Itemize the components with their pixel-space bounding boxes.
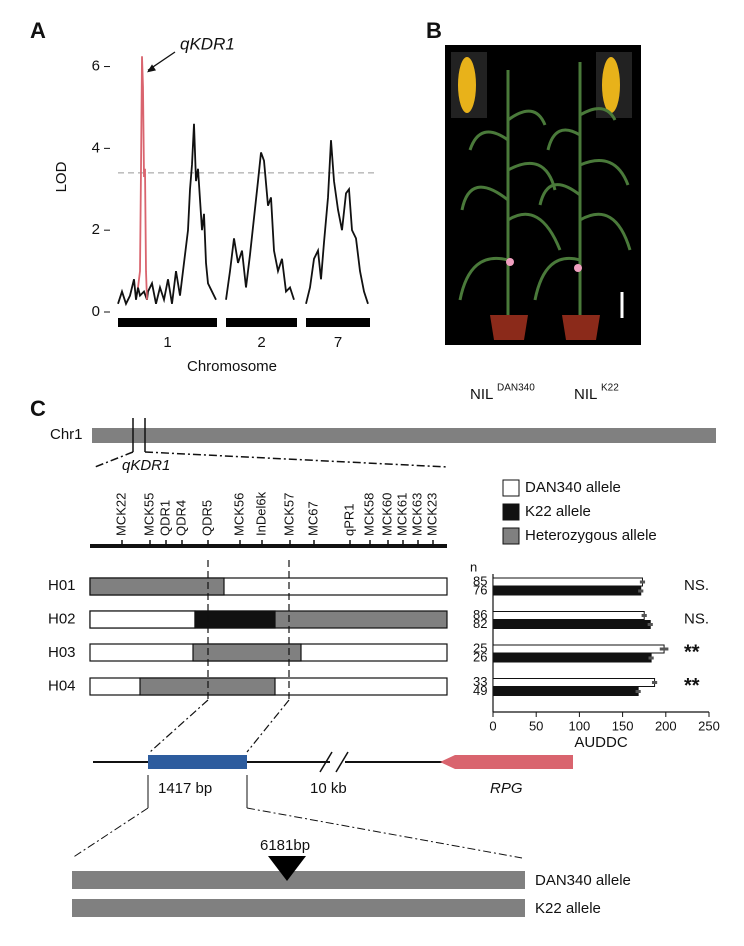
plant-photo [445, 45, 641, 345]
significance: ** [684, 641, 700, 663]
legend-swatch [502, 503, 520, 521]
nil-superscript: DAN340 [497, 383, 535, 394]
chromosome-label: Chr1 [50, 426, 83, 443]
y-tick-label: 6 [92, 58, 100, 75]
nil-label: NIL [574, 386, 597, 403]
bar [492, 577, 643, 587]
marker-label: MCK61 [394, 493, 409, 536]
marker-label: qPR1 [341, 503, 356, 536]
arrow-head [147, 64, 156, 73]
legend-swatch [502, 479, 520, 497]
n-value: 86 [473, 607, 487, 622]
lod-trace [137, 56, 148, 300]
chromosome-bar [92, 428, 716, 443]
n-value: 76 [473, 582, 487, 597]
marker-label: MCK63 [409, 493, 424, 536]
x-tick-label: 200 [655, 718, 677, 733]
chromosome-label: 2 [257, 334, 265, 351]
x-tick-label: 250 [698, 718, 720, 733]
chromosome-label: 1 [163, 334, 171, 351]
legend-swatch [502, 527, 520, 545]
legend-label: K22 allele [525, 503, 591, 520]
y-tick-label: 4 [92, 139, 100, 156]
chromosome-label: 7 [334, 334, 342, 351]
allele-label: K22 allele [535, 900, 601, 917]
x-tick-label: 0 [489, 718, 496, 733]
bar [492, 653, 652, 663]
panel-label: C [30, 396, 46, 421]
marker-label: MCK55 [141, 493, 156, 536]
marker-label: MCK56 [231, 493, 246, 536]
marker-label: MCK58 [361, 493, 376, 536]
chromosome-segment [226, 318, 297, 327]
n-label: n [470, 559, 477, 574]
marker-label: QDR4 [173, 500, 188, 536]
n-value: 49 [473, 683, 487, 698]
x-axis-label: AUDDC [574, 734, 628, 751]
panel-label: B [426, 18, 442, 43]
marker-label: QDR1 [157, 500, 172, 536]
n-value: 25 [473, 640, 487, 655]
n-value: 26 [473, 649, 487, 664]
x-tick-label: 100 [569, 718, 591, 733]
y-tick-label: 0 [92, 303, 100, 320]
x-tick-label: 50 [529, 718, 543, 733]
bar [492, 644, 665, 654]
locus-label: qKDR1 [122, 457, 170, 474]
x-tick-label: 150 [612, 718, 634, 733]
chromosome-segment [118, 318, 217, 327]
peak-label: qKDR1 [180, 34, 235, 53]
marker-label: MCK57 [281, 493, 296, 536]
x-axis-label: Chromosome [187, 358, 277, 375]
fragment-label: 1417 bp [158, 780, 212, 797]
n-value: 82 [473, 616, 487, 631]
haplotype-label: H02 [48, 610, 76, 627]
marker-label: InDel6k [253, 491, 268, 536]
bar [492, 620, 651, 629]
panel-label: A [30, 18, 46, 43]
chromosome-segment [306, 318, 370, 327]
bar [492, 611, 645, 620]
insertion-label: 6181bp [260, 837, 310, 854]
bar [492, 678, 656, 687]
n-value: 85 [473, 573, 487, 588]
haplotype-label: H03 [48, 644, 76, 661]
gene-label: RPG [490, 780, 523, 797]
gene-diagram [71, 751, 573, 917]
marker-label: QDR5 [199, 500, 214, 536]
n-value: 33 [473, 674, 487, 689]
marker-label: MC67 [305, 501, 320, 536]
bar [492, 586, 642, 596]
y-tick-label: 2 [92, 221, 100, 238]
haplotype-label: H01 [48, 577, 76, 594]
significance: NS. [684, 577, 709, 594]
significance: ** [684, 675, 700, 697]
significance: NS. [684, 610, 709, 627]
haplotype-bars [89, 560, 448, 753]
marker-label: MCK22 [113, 493, 128, 536]
allele-label: DAN340 allele [535, 872, 631, 889]
marker-label: MCK60 [379, 493, 394, 536]
legend-label: DAN340 allele [525, 479, 621, 496]
y-axis-label: LOD [53, 161, 70, 192]
lod-trace [117, 123, 369, 307]
marker-label: MCK23 [424, 493, 439, 536]
legend-label: Heterozygous allele [525, 527, 657, 544]
haplotype-label: H04 [48, 677, 76, 694]
nil-label: NIL [470, 386, 493, 403]
nil-superscript: K22 [601, 383, 619, 394]
bar [492, 687, 639, 696]
gap-label: 10 kb [310, 780, 347, 797]
